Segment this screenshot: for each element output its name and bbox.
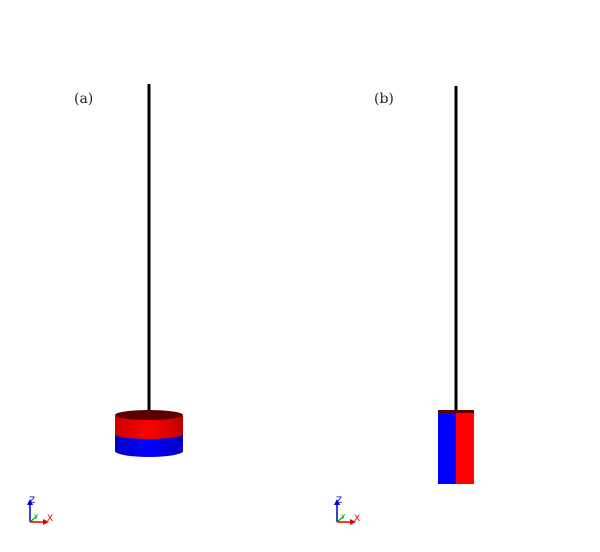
y-axis-line [336, 515, 345, 523]
z-label: Z [29, 496, 35, 506]
panel-b-block-magnet [438, 410, 474, 484]
panel-a: (a) [74, 84, 183, 457]
panel-b: (b) [374, 86, 474, 484]
disc-blue-half [115, 434, 183, 457]
block-blue-half [438, 411, 456, 484]
z-arrow-icon [27, 499, 33, 505]
panel-b-label: (b) [374, 91, 394, 107]
z-label: Z [336, 496, 342, 506]
y-axis-line [29, 515, 38, 523]
y-label: Y [340, 513, 346, 521]
axis-triad-a: Z Y X [27, 496, 53, 525]
x-label: X [47, 514, 53, 524]
block-top-edge [438, 410, 474, 413]
disc-top-face [115, 410, 183, 420]
block-red-half [456, 411, 474, 484]
axis-triad-b: Z Y X [334, 496, 360, 525]
y-label: Y [33, 513, 39, 521]
panel-a-disc-magnet [115, 410, 183, 457]
z-arrow-icon [334, 499, 340, 505]
x-arrow-icon [350, 519, 356, 525]
panel-a-label: (a) [74, 91, 93, 107]
x-label: X [354, 514, 360, 524]
disc-red-half [115, 416, 183, 439]
x-arrow-icon [43, 519, 49, 525]
